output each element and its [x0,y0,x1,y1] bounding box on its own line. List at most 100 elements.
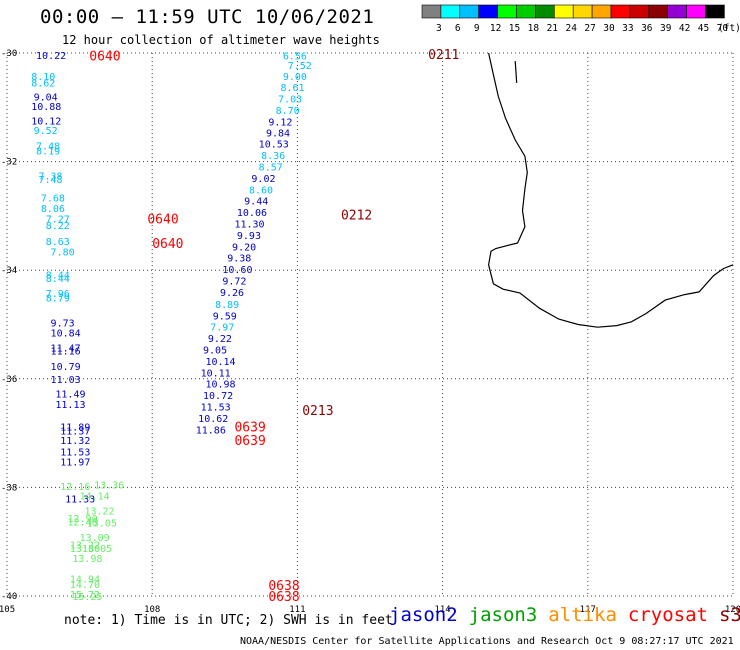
wave-height-value: 13.22 [84,507,114,518]
wave-height-value: 9.26 [220,288,244,299]
pass-time-label: 0639 [234,421,265,436]
scale-label: 36 [641,23,653,34]
pass-time-label: 0638 [268,579,299,594]
scale-label: 18 [528,23,540,34]
wave-height-value: 10.72 [203,391,233,402]
wave-height-value: 14.70 [70,580,100,591]
wave-height-value: 10.88 [31,102,61,113]
wave-height-value: 7.97 [210,323,234,334]
wave-height-value: 13.98 [72,554,102,565]
wave-height-value: 9.72 [222,277,246,288]
wave-height-value: 10.79 [51,362,81,373]
wave-height-value: 8.60 [249,185,273,196]
scale-label: 24 [565,23,577,34]
wave-height-value: 11.32 [60,436,90,447]
wave-height-value: 8.62 [31,78,55,89]
wave-height-value: 9.00 [283,72,307,83]
wave-height-value: 9.05 [203,345,227,356]
wave-height-value: 10.84 [51,329,81,340]
wave-height-value: 10.12 [31,116,61,127]
wave-height-value: 14.14 [80,492,110,503]
wave-height-value: 9.20 [232,242,256,253]
wave-height-value: 9.93 [237,231,261,242]
wave-height-map: 105 108 111 114 117 120 -30 -32 -34 -36 -38 -40 10.2… [0,48,740,615]
longitude-tick: 111 [289,605,305,615]
longitude-tick: 117 [580,605,596,615]
latitude-tick: -38 [1,483,17,493]
wave-height-value: 8.89 [215,300,239,311]
scale-label: 70 [717,23,729,34]
wave-height-value: 11.13 [55,400,85,411]
wave-height-value: 7.03 [278,95,302,106]
wave-height-value: 11.30 [234,220,264,231]
wave-height-value: 9.44 [244,197,268,208]
wave-height-value: 13.80 [70,544,100,555]
longitude-tick: 120 [725,605,740,615]
wave-height-value: 13.09 [80,533,110,544]
scale-label: 15 [509,23,520,34]
scale-swatch [705,4,725,19]
wave-height-value: 9.59 [213,311,237,322]
latitude-tick: -36 [1,375,17,385]
wave-height-value: 11.53 [60,448,90,459]
wave-height-value: 11.97 [60,457,90,468]
wave-height-value: 12.90 [68,514,98,525]
wave-height-value: 10.06 [237,208,267,219]
pass-time-label: 0640 [89,50,120,65]
scale-label: 45 [698,23,709,34]
scale-label: 33 [622,23,633,34]
wave-height-value: 8.61 [280,83,304,94]
map-title: 00:00 – 11:59 UTC 10/06/2021 [40,6,375,28]
pass-time-label: 0640 [147,213,178,228]
latitude-tick: -30 [1,49,17,59]
wave-height-value: 9.22 [208,334,232,345]
wave-height-value: 15.72 [70,590,100,601]
wave-height-value: 9.84 [266,128,290,139]
wave-height-value: 7.27 [46,215,70,226]
wave-height-value: 8.57 [259,162,283,173]
legend-item-altika: altika [548,604,617,626]
wave-height-value: 10.53 [259,140,289,151]
island-outline [514,61,518,83]
latitude-tick: -32 [1,158,17,168]
color-scale-bar: 3 6 9 12 15 18 21 24 27 30 33 36 39 42 45 70(ft) [421,4,740,34]
wave-height-value: 11.33 [65,494,95,505]
scale-label: 9 [474,23,480,34]
wave-height-value: 11.86 [196,425,226,436]
scale-label: 6 [455,23,461,34]
legend-item-jason2: jason2 [389,604,458,626]
wave-height-value: 9.52 [34,126,58,137]
pass-time-label: 0211 [428,48,459,63]
scale-label: 21 [547,23,559,34]
wave-height-value: 9.02 [251,174,275,185]
legend-item-jason3: jason3 [468,604,538,626]
scale-label: 42 [679,23,690,34]
pass-time-label: 0640 [152,237,183,252]
longitude-tick: 114 [434,605,450,615]
latitude-tick: -34 [1,266,17,276]
scale-label: 27 [584,23,595,34]
wave-height-value: 13.22 [70,540,100,551]
pass-time-label: 0213 [302,404,333,419]
latitude-tick: -40 [1,592,17,602]
wave-height-value: 12.46 [68,518,98,529]
wave-height-value: 11.47 [51,343,81,354]
pass-time-label: 0639 [234,434,265,449]
wave-height-value: 10.60 [222,265,252,276]
pass-time-label: 0638 [268,590,299,605]
wave-height-value: 7.96 [46,289,70,300]
wave-height-value: 9.12 [268,117,292,128]
wave-height-value: 8.10 [31,72,55,83]
wave-height-value: 11.37 [60,426,90,437]
wave-height-value: 11.16 [51,347,81,358]
note-text: note: 1) Time is in UTC; 2) SWH is in fe… [64,613,393,628]
wave-height-value: 13.05 [82,544,112,555]
wave-height-value: 8.36 [261,151,285,162]
wave-height-value: 10.14 [205,357,235,368]
longitude-tick: 105 [0,605,15,615]
wave-height-value: 8.19 [36,147,60,158]
coastline [487,52,734,328]
wave-height-value: 7.38 [38,172,62,183]
wave-height-value: 8.63 [46,237,70,248]
wave-height-value: 11.49 [55,389,85,400]
